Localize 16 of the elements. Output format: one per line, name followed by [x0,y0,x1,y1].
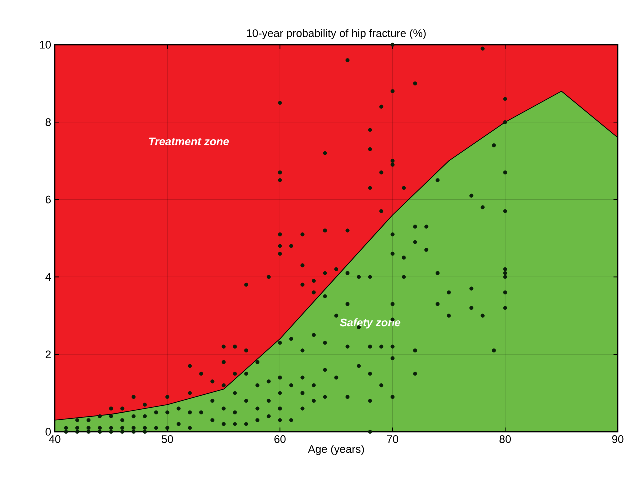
annotation: Safety zone [340,318,401,329]
x-tick-label: 60 [274,436,286,444]
y-tick-label: 8 [46,118,51,126]
x-axis-title: Age (years) [308,445,364,456]
annotation: Treatment zone [149,138,230,146]
x-tick-label: 40 [49,436,61,444]
y-tick-label: 4 [46,273,52,281]
x-tick-label: 50 [162,436,174,444]
y-tick-label: 2 [46,350,51,358]
x-tick-label: 80 [500,436,512,444]
y-tick-label: 10 [40,41,52,49]
y-tick-label: 6 [46,196,51,204]
x-tick-label: 90 [612,436,624,444]
y-tick-label: 0 [46,428,52,436]
x-tick-label: 70 [387,436,398,444]
chart-title: 10-year probability of hip fracture (%) [247,29,426,40]
